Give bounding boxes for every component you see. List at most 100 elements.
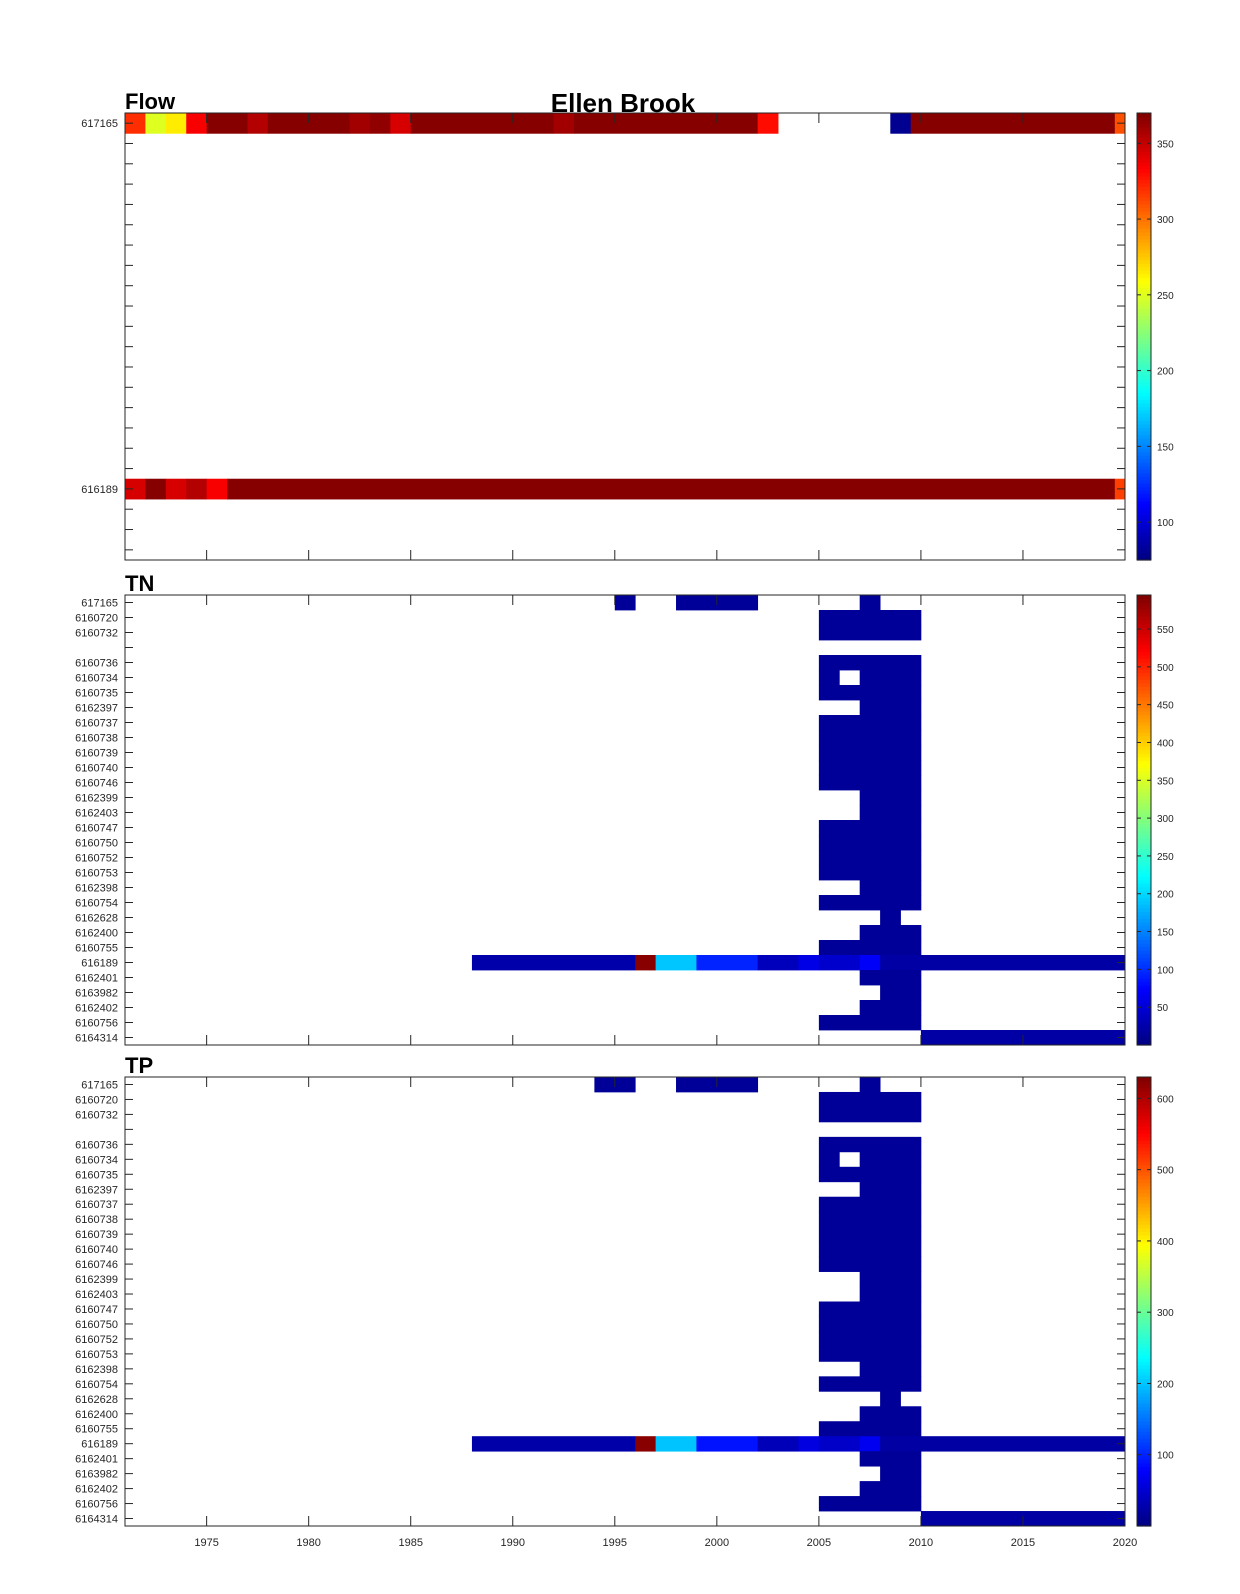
panel-title: Flow — [125, 89, 176, 114]
colorbar-swatch — [1137, 1368, 1151, 1373]
colorbar-tick-label: 500 — [1157, 663, 1174, 674]
y-tick-label: 6160746 — [75, 778, 118, 790]
heatmap-cell — [818, 1136, 922, 1153]
colorbar-swatch — [1137, 1333, 1151, 1338]
colorbar-swatch — [1137, 1438, 1151, 1443]
colorbar-swatch — [1137, 1518, 1151, 1524]
y-tick-label: 6160747 — [75, 823, 118, 835]
colorbar-swatch — [1137, 1473, 1151, 1478]
heatmap-cell — [818, 1166, 922, 1183]
heatmap-cell — [655, 1436, 697, 1452]
colorbar-swatch — [1137, 967, 1151, 972]
colorbar-swatch — [1137, 1009, 1151, 1014]
heatmap-cell — [910, 113, 1116, 134]
colorbar-swatch — [1137, 392, 1151, 397]
colorbar-swatch — [1137, 760, 1151, 765]
colorbar-swatch — [1137, 644, 1151, 649]
colorbar-swatch — [1137, 1248, 1151, 1253]
colorbar-swatch — [1137, 448, 1151, 453]
y-tick-label: 6160738 — [75, 1214, 118, 1226]
colorbar-swatch — [1137, 739, 1151, 744]
heatmap-cell — [757, 1436, 799, 1452]
colorbar-swatch — [1137, 672, 1151, 677]
heatmap-cell — [818, 850, 922, 866]
colorbar-swatch — [1137, 270, 1151, 275]
colorbar-swatch — [1137, 1115, 1151, 1120]
colorbar-swatch — [1137, 637, 1151, 642]
colorbar-swatch — [1137, 1217, 1151, 1222]
colorbar-swatch — [1137, 228, 1151, 233]
colorbar-swatch — [1137, 654, 1151, 659]
colorbar-swatch — [1137, 333, 1151, 338]
heatmap-cell — [165, 478, 187, 500]
colorbar-swatch — [1137, 791, 1151, 796]
colorbar-swatch — [1137, 123, 1151, 128]
colorbar-swatch — [1137, 158, 1151, 163]
colorbar-swatch — [1137, 689, 1151, 695]
heatmap-cell — [818, 895, 922, 911]
colorbar-swatch — [1137, 777, 1151, 782]
colorbar: 100 150 200 250 300 350 — [1136, 112, 1174, 561]
y-tick-label: 6160755 — [75, 1424, 118, 1436]
colorbar-swatch — [1137, 1112, 1151, 1117]
colorbar-tick-label: 200 — [1157, 1379, 1174, 1390]
colorbar-swatch — [1137, 521, 1151, 526]
y-tick-label: 6160752 — [75, 1334, 118, 1346]
colorbar-swatch — [1137, 619, 1151, 624]
heatmap-cell — [206, 478, 228, 500]
colorbar-swatch — [1137, 1084, 1151, 1089]
heatmap-cell — [247, 113, 269, 134]
colorbar-swatch — [1137, 707, 1151, 712]
colorbar-swatch — [1137, 1504, 1151, 1510]
colorbar-swatch — [1137, 897, 1151, 902]
colorbar-swatch — [1137, 1382, 1151, 1387]
colorbar-swatch — [1137, 746, 1151, 751]
y-tick-label: 6162400 — [75, 1409, 118, 1421]
colorbar-tick-label: 250 — [1157, 852, 1174, 863]
colorbar-swatch — [1137, 1490, 1151, 1496]
colorbar-swatch — [1137, 978, 1151, 983]
colorbar-swatch — [1137, 451, 1151, 456]
y-tick-label: 6160732 — [75, 1109, 118, 1121]
heatmap-cell — [859, 955, 881, 971]
colorbar-swatch — [1137, 444, 1151, 449]
heatmap-cell — [818, 670, 840, 686]
colorbar-swatch — [1137, 1262, 1151, 1268]
colorbar-swatch — [1137, 1185, 1151, 1190]
y-tick-label: 6160720 — [75, 613, 118, 625]
colorbar-swatch — [1137, 172, 1151, 177]
heatmap-cell — [818, 1151, 840, 1168]
colorbar-swatch — [1137, 609, 1151, 614]
colorbar-swatch — [1137, 1417, 1151, 1422]
colorbar-swatch — [1137, 308, 1151, 313]
colorbar-swatch — [1137, 616, 1151, 621]
colorbar-swatch — [1137, 1013, 1151, 1018]
colorbar-swatch — [1137, 890, 1151, 895]
heatmap-cell — [186, 478, 208, 500]
colorbar-swatch — [1137, 476, 1151, 481]
colorbar-swatch — [1137, 939, 1151, 944]
colorbar-swatch — [1137, 1336, 1151, 1341]
colorbar-swatch — [1137, 469, 1151, 474]
colorbar-swatch — [1137, 245, 1151, 250]
colorbar-swatch — [1137, 1280, 1151, 1285]
heatmap-cell — [859, 1451, 922, 1467]
colorbar-swatch — [1137, 357, 1151, 362]
colorbar-swatch — [1137, 1420, 1151, 1425]
y-tick-label: 6160738 — [75, 733, 118, 745]
y-tick-label: 6160735 — [75, 1169, 118, 1181]
y-tick-label: 6160736 — [75, 658, 118, 670]
heatmap-cell — [186, 113, 208, 134]
colorbar-swatch — [1137, 221, 1151, 226]
heatmap-cell — [859, 1481, 922, 1497]
colorbar-swatch — [1137, 714, 1151, 719]
colorbar-swatch — [1137, 827, 1151, 832]
colorbar-swatch — [1137, 1322, 1151, 1327]
heatmap-cell — [859, 1151, 922, 1168]
heatmap-cell — [818, 1331, 922, 1347]
y-tick-label: 6162401 — [75, 1454, 118, 1466]
colorbar-swatch — [1137, 1150, 1151, 1155]
colorbar-swatch — [1137, 598, 1151, 603]
colorbar-swatch — [1137, 1497, 1151, 1503]
colorbar-swatch — [1137, 427, 1151, 432]
